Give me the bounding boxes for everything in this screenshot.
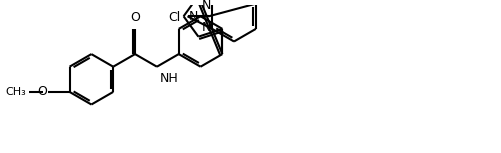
Text: CH₃: CH₃ (5, 87, 26, 97)
Text: N: N (201, 21, 210, 34)
Text: N: N (188, 10, 197, 23)
Text: N: N (201, 0, 210, 12)
Text: O: O (130, 11, 140, 24)
Text: O: O (37, 85, 47, 98)
Text: NH: NH (159, 72, 178, 85)
Text: Cl: Cl (168, 11, 180, 24)
